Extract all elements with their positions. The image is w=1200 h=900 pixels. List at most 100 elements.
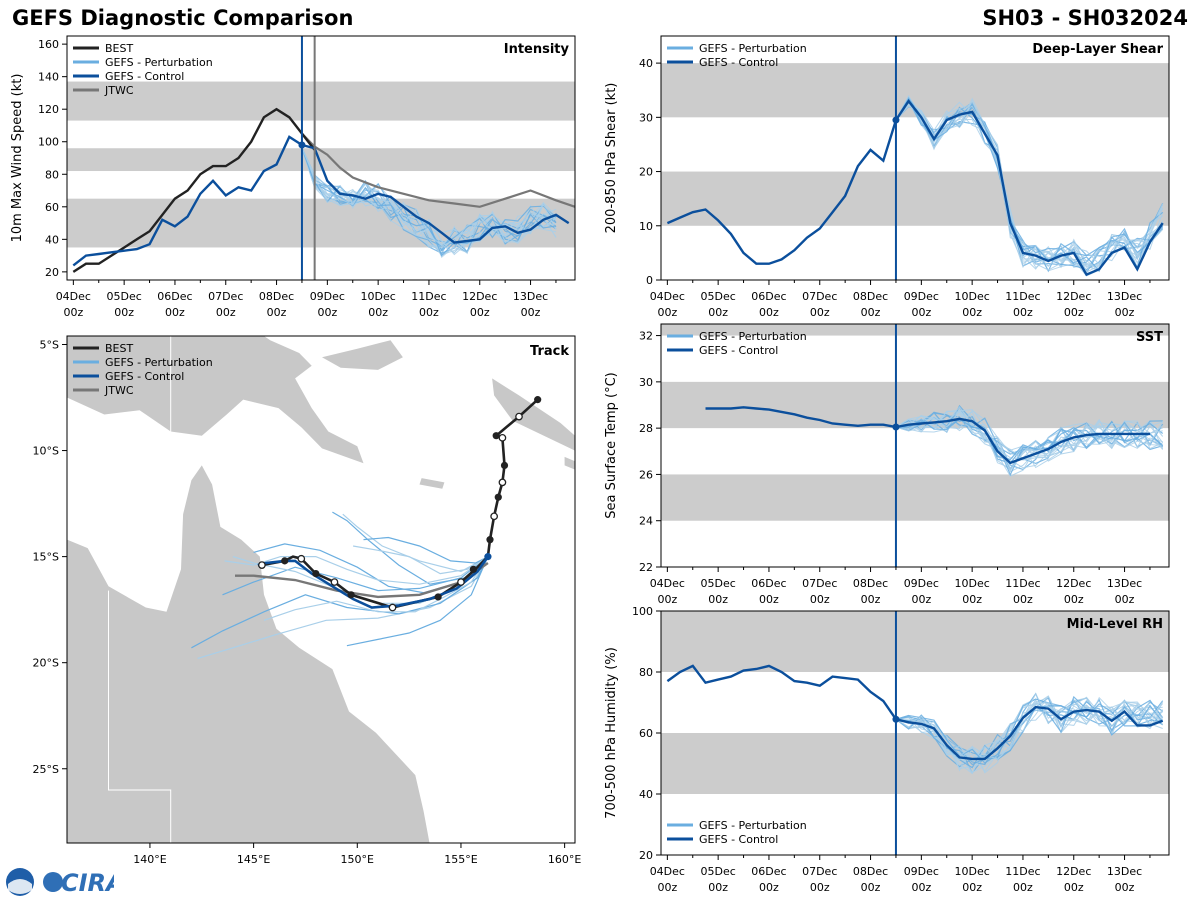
x-tick-label-date: 10Dec (361, 290, 396, 303)
x-tick-label-hour: 00z (114, 306, 134, 319)
y-tick-label: 20 (639, 166, 653, 179)
y-axis-label: 700-500 hPa Humidity (%) (604, 647, 619, 819)
perturbation-track (191, 556, 489, 649)
jtwc-track (235, 562, 489, 599)
y-tick-label: 80 (639, 666, 653, 679)
perturbation-track (346, 556, 489, 647)
control-line (705, 406, 1150, 465)
x-tick-label-date: 09Dec (904, 577, 939, 590)
x-tick-label-date: 04Dec (650, 865, 685, 878)
legend-label: GEFS - Control (699, 56, 778, 69)
x-tick-label-hour: 00z (708, 306, 728, 319)
x-tick-label-hour: 00z (759, 593, 779, 606)
shaded-band (67, 148, 575, 172)
globe-icon (43, 872, 63, 892)
x-tick-label-hour: 00z (368, 306, 388, 319)
best-track-marker-hollow (498, 478, 507, 487)
perturbation-track (263, 556, 489, 621)
shaded-band (661, 611, 1169, 672)
best-track-marker-filled (492, 432, 500, 440)
y-tick-label: 60 (639, 727, 653, 740)
x-tick-label-hour: 00z (657, 593, 677, 606)
shear-panel: 0 10 20 30 40 04Dec 00z 05Dec 00z 06Dec 00z 07Dec 00… (604, 35, 1170, 319)
lon-tick-label: 145°E (237, 853, 270, 866)
legend-label: GEFS - Control (105, 370, 184, 383)
x-tick-label-date: 08Dec (853, 577, 888, 590)
x-tick-label-hour: 00z (521, 306, 541, 319)
y-tick-label: 60 (45, 201, 59, 214)
x-tick-label-hour: 00z (962, 306, 982, 319)
panel-title: Intensity (504, 42, 570, 57)
best-track-marker-filled (312, 569, 320, 578)
perturbation-member-line (895, 703, 1164, 764)
x-tick-label-hour: 00z (657, 306, 677, 319)
y-tick-label: 10 (639, 220, 653, 233)
perturbation-track (363, 536, 489, 564)
x-tick-label-date: 09Dec (310, 290, 345, 303)
best-track-marker-hollow (330, 578, 339, 586)
x-tick-label-hour: 00z (810, 306, 830, 319)
shaded-band (661, 324, 1169, 336)
perturbation-member-line (895, 103, 1164, 272)
x-tick-label-hour: 00z (317, 306, 337, 319)
x-tick-label-date: 05Dec (701, 577, 736, 590)
x-tick-label-hour: 00z (216, 306, 236, 319)
lat-tick-label: 15°S (33, 551, 59, 564)
x-tick-label-date: 05Dec (107, 290, 142, 303)
perturbation-member-line (301, 147, 557, 253)
x-tick-label-hour: 00z (911, 881, 931, 894)
x-tick-label-hour: 00z (962, 593, 982, 606)
y-tick-label: 26 (639, 468, 653, 481)
x-tick-label-date: 07Dec (802, 577, 837, 590)
x-tick-label-hour: 00z (861, 881, 881, 894)
rossel-island (419, 478, 445, 489)
y-tick-label: 28 (639, 422, 653, 435)
best-track-marker-hollow (457, 578, 465, 586)
lon-tick-label: 160°E (548, 853, 581, 866)
perturbation-member-line (895, 406, 1163, 471)
legend-label: GEFS - Perturbation (105, 356, 213, 369)
shaded-band (661, 733, 1169, 794)
legend-label: GEFS - Perturbation (699, 42, 807, 55)
track-panel: 140°E 145°E 150°E 155°E 160°E 5°S 10°S 15°S 20°S… (33, 335, 581, 866)
best-track-marker-hollow (258, 561, 266, 569)
best-track-marker-filled (500, 461, 509, 470)
best-track-marker-filled (281, 557, 289, 565)
legend-label: BEST (105, 342, 133, 355)
axes-frame (660, 323, 1170, 568)
axes-frame (660, 35, 1170, 281)
australia-landmass (67, 465, 430, 843)
best-track-marker-filled (494, 493, 502, 501)
x-tick-label-hour: 00z (63, 306, 83, 319)
y-tick-label: 0 (646, 274, 653, 287)
intensity-panel: 20 40 60 80 100 120 140 160 04Dec 00z 05Dec 00z 06De… (10, 35, 576, 319)
x-tick-label-date: 07Dec (208, 290, 243, 303)
x-tick-label-hour: 00z (1115, 881, 1135, 894)
best-track-marker-filled (534, 396, 542, 404)
perturbation-member-line (895, 701, 1164, 760)
perturbation-track (197, 556, 489, 659)
shaded-band (661, 171, 1169, 226)
perturbation-member-line (895, 409, 1164, 472)
best-track-marker-filled (347, 591, 355, 599)
x-tick-label-hour: 00z (911, 306, 931, 319)
plot-area (67, 81, 575, 273)
legend-label: GEFS - Control (699, 344, 778, 357)
perturbation-track (342, 513, 489, 573)
y-tick-label: 20 (45, 266, 59, 279)
y-tick-label: 20 (639, 849, 653, 862)
x-tick-label-date: 09Dec (904, 290, 939, 303)
x-tick-label-hour: 00z (1013, 881, 1033, 894)
x-tick-label-date: 12Dec (1056, 577, 1091, 590)
best-track-marker-filled (469, 565, 477, 573)
y-tick-label: 100 (632, 605, 653, 618)
cira-logo-text: CIRA (61, 869, 114, 897)
x-tick-label-hour: 00z (810, 593, 830, 606)
best-track-marker-filled (434, 593, 442, 601)
x-tick-label-date: 08Dec (259, 290, 294, 303)
new-guinea-landmass (67, 336, 364, 464)
x-tick-label-date: 13Dec (1107, 865, 1142, 878)
x-tick-label-date: 12Dec (462, 290, 497, 303)
best-track-marker-hollow (388, 603, 397, 612)
